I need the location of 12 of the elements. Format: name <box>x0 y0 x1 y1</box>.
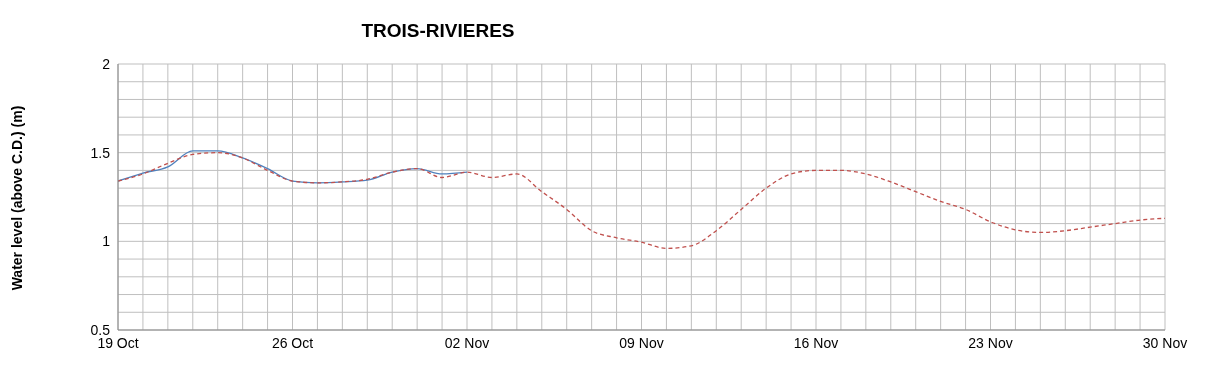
y-tick-label: 1.5 <box>90 144 111 161</box>
x-tick-label: 23 Nov <box>968 334 1013 351</box>
x-tick-label: 30 Nov <box>1142 334 1188 351</box>
x-tick-label: 02 Nov <box>444 334 490 351</box>
line-series <box>118 152 1165 250</box>
x-tick-label: 09 Nov <box>619 334 664 351</box>
x-tick-label: 16 Nov <box>793 334 839 351</box>
x-tick-label: 26 Oct <box>271 334 314 351</box>
y-tick-label: 1 <box>102 233 111 250</box>
y-axis-title: Water level (above C.D.) (m) <box>8 104 26 293</box>
chart-title: TROIS-RIVIERES <box>360 20 516 42</box>
y-tick-label: 2 <box>102 55 111 72</box>
